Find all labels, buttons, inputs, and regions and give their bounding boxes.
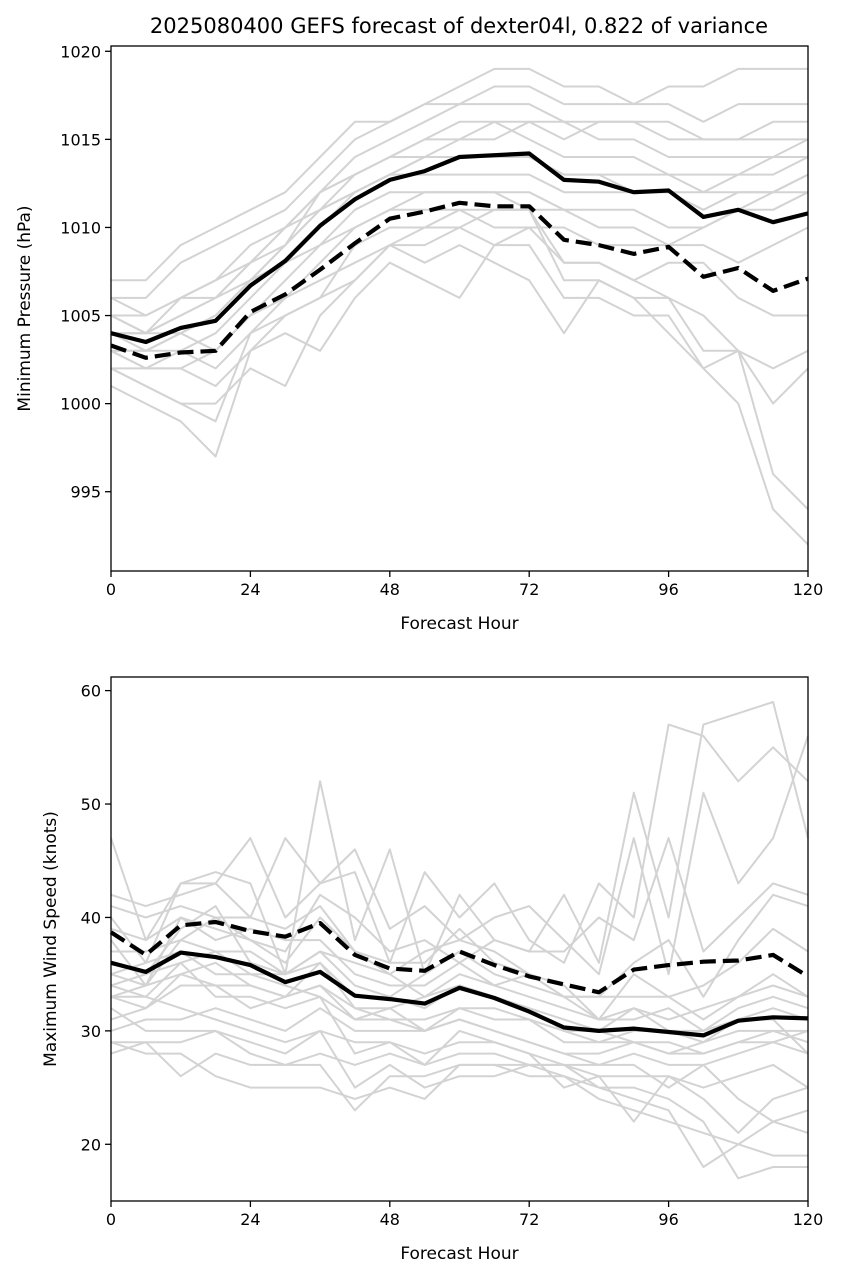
wind-axes-frame: [110, 676, 809, 1202]
wind-member-line-12: [110, 1041, 809, 1168]
wind-y-tick-label: 30: [81, 1022, 101, 1041]
wind-member-line-18: [110, 916, 809, 1044]
wind-dashed-line: [109, 919, 810, 995]
wind-member-lines: [110, 701, 809, 1180]
wind-member-line-1: [110, 701, 809, 976]
wind-member-line-11: [110, 1041, 809, 1089]
pressure-x-ticks: 0 24 48 72 96 120: [106, 571, 823, 599]
pressure-axes-frame: [110, 45, 809, 572]
wind-x-axis-label: Forecast Hour: [400, 1244, 518, 1264]
wind-member-line-14: [111, 995, 808, 1157]
pressure-y-tick-label: 1015: [60, 130, 101, 149]
wind-panel: 0 24 48 72 96 120 20 30 40 50 60 Forecast Hour Ma…: [41, 676, 823, 1264]
pressure-member-line-1: [111, 67, 808, 282]
pressure-member-line-12: [110, 208, 809, 546]
figure-title: 2025080400 GEFS forecast of dexter04l, 0…: [150, 14, 768, 38]
pressure-member-line-13: [110, 208, 809, 511]
wind-member-line-13: [110, 1007, 808, 1180]
pressure-x-tick-label: 48: [380, 580, 400, 599]
wind-y-ticks: 20 30 40 50 60: [81, 682, 111, 1154]
wind-y-tick-label: 60: [81, 682, 101, 701]
wind-y-axis-label: Maximum Wind Speed (knots): [41, 811, 61, 1067]
wind-x-tick-label: 96: [658, 1210, 678, 1229]
wind-member-line-20: [110, 905, 809, 1055]
wind-y-tick-label: 40: [81, 908, 101, 927]
pressure-panel: 0 24 48 72 96 120 995 1000 1005 1010 1015 1020 For…: [15, 42, 823, 634]
wind-y-tick-label: 20: [81, 1135, 101, 1154]
pressure-member-line-14: [110, 173, 809, 317]
wind-member-line-2: [110, 723, 809, 964]
wind-x-tick-label: 24: [240, 1210, 260, 1229]
pressure-x-tick-label: 72: [519, 580, 539, 599]
wind-member-line-21: [110, 973, 809, 1055]
pressure-y-tick-label: 995: [70, 483, 101, 502]
pressure-member-line-6: [110, 173, 809, 370]
wind-x-tick-label: 72: [519, 1210, 539, 1229]
wind-member-line-10: [111, 1029, 809, 1066]
pressure-x-tick-label: 120: [793, 580, 824, 599]
pressure-y-tick-label: 1010: [60, 218, 101, 237]
pressure-series-lines: [110, 151, 809, 360]
pressure-member-line-3: [110, 120, 808, 335]
wind-solid-line: [110, 950, 809, 1038]
wind-member-line-5: [110, 893, 809, 998]
wind-member-line-17: [111, 939, 809, 1055]
pressure-member-line-16: [111, 120, 808, 352]
pressure-x-axis-label: Forecast Hour: [400, 614, 518, 634]
wind-series-lines: [109, 919, 810, 1038]
pressure-dashed-line: [110, 200, 809, 360]
pressure-y-ticks: 995 1000 1005 1010 1015 1020: [60, 42, 111, 502]
wind-x-tick-label: 48: [380, 1210, 400, 1229]
wind-x-ticks: 0 24 48 72 96 120: [106, 1201, 823, 1229]
pressure-solid-line: [110, 151, 809, 345]
pressure-member-line-10: [110, 244, 809, 405]
wind-x-tick-label: 0: [106, 1210, 116, 1229]
wind-member-line-15: [110, 961, 809, 1134]
pressure-y-tick-label: 1005: [60, 307, 101, 326]
pressure-y-tick-label: 1020: [60, 42, 101, 61]
wind-member-line-19: [110, 905, 809, 1021]
pressure-member-line-15: [111, 103, 808, 335]
wind-y-tick-label: 50: [81, 795, 101, 814]
wind-member-line-16: [110, 950, 809, 1123]
wind-x-tick-label: 120: [793, 1210, 824, 1229]
pressure-member-lines: [110, 67, 809, 546]
pressure-x-tick-label: 24: [240, 580, 260, 599]
pressure-y-tick-label: 1000: [60, 395, 101, 414]
pressure-member-line-11: [110, 244, 809, 405]
pressure-x-tick-label: 96: [658, 580, 678, 599]
pressure-member-line-17: [111, 156, 808, 317]
pressure-y-axis-label: Minimum Pressure (hPa): [15, 205, 35, 411]
pressure-x-tick-label: 0: [106, 580, 116, 599]
wind-member-line-3: [110, 735, 809, 976]
